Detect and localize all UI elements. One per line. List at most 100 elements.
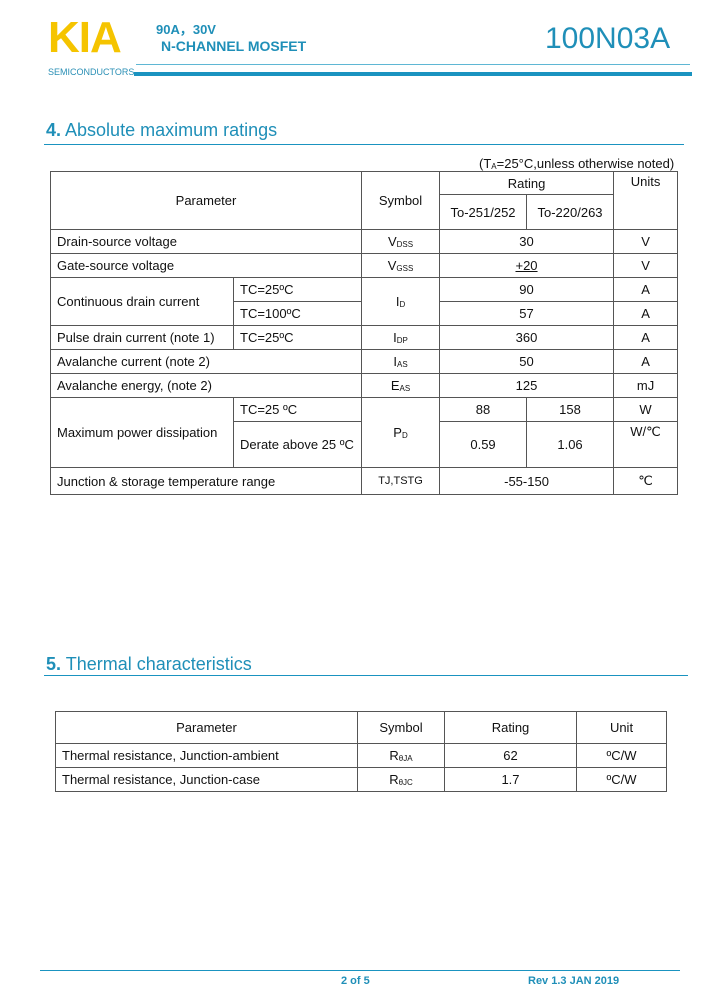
table-row: Derate above 25 ºC 0.59 1.06 W/℃ xyxy=(51,421,679,468)
table-cell: Avalanche current (note 2) xyxy=(49,349,363,374)
text: E xyxy=(390,378,400,393)
table-cell: A xyxy=(613,349,679,374)
subscript: DP xyxy=(396,336,408,345)
table-cell: Derate above 25 ºC xyxy=(232,421,363,468)
table-cell: V xyxy=(613,229,679,254)
table-row: Avalanche energy, (note 2) EAS 125 mJ xyxy=(49,373,679,398)
revision: Rev 1.3 JAN 2019 xyxy=(528,975,620,987)
section-divider xyxy=(44,675,688,676)
page-number: 2 of 5 xyxy=(341,975,370,987)
section-divider xyxy=(44,144,684,145)
kia-logo: KIA xyxy=(48,13,122,62)
table-cell: VGSS xyxy=(361,253,441,278)
text: V xyxy=(387,234,397,249)
text: =25°C,unless otherwise noted) xyxy=(496,156,675,171)
table-cell: mJ xyxy=(613,373,679,398)
table-cell: Symbol xyxy=(361,171,441,230)
table-cell: TC=25ºC xyxy=(232,277,363,302)
table-header-row: Parameter Symbol Rating Unit xyxy=(55,711,667,744)
table-cell: 1.06 xyxy=(526,421,615,468)
spec-rating: 90A，30V xyxy=(156,22,216,37)
table-row: Thermal resistance, Junction-ambient RθJA… xyxy=(55,743,667,768)
subscript: AS xyxy=(399,384,411,393)
text: I xyxy=(393,330,397,345)
table-cell: Units xyxy=(613,171,679,230)
section-title: Absolute maximum ratings xyxy=(65,120,278,140)
table-row: Drain-source voltage VDSS 30 V xyxy=(49,229,679,254)
text: 5. xyxy=(46,654,62,674)
table-cell: 125 xyxy=(439,373,615,398)
table-cell: W xyxy=(613,397,679,422)
table-row: Junction & storage temperature range TJ,T… xyxy=(49,467,679,495)
part-number: 100N03A xyxy=(545,22,671,55)
text: R xyxy=(389,772,399,787)
absolute-max-ratings-table: Parameter Symbol Rating Units To-251/252 To-… xyxy=(49,171,679,495)
table-cell: Parameter xyxy=(55,711,358,744)
table-cell: 1.7 xyxy=(444,767,577,792)
text: Thermal characteristics xyxy=(65,654,252,674)
text: Parameter Symbol Rating Units To-251/252 To-… xyxy=(49,171,679,495)
table-cell: RθJC xyxy=(357,767,445,792)
table-cell: 0.59 xyxy=(439,421,528,468)
table-cell: V xyxy=(613,253,679,278)
table-cell: Continuous drain current xyxy=(50,277,234,326)
table-cell: TC=100ºC xyxy=(232,301,363,326)
header-divider-thin xyxy=(136,64,690,65)
table-cell: Maximum power dissipation xyxy=(50,397,234,468)
table-cell: VDSS xyxy=(361,229,441,254)
text: To-251/252 To-220/263 xyxy=(51,194,678,230)
subscript: D xyxy=(399,300,406,309)
thermal-characteristics-table: Parameter Symbol Rating Unit Thermal resist… xyxy=(55,711,667,792)
table-cell: Pulse drain current (note 1) xyxy=(50,325,234,350)
table-cell: TC=25 ºC xyxy=(232,397,363,422)
subscript: AS xyxy=(396,360,408,369)
table-cell: Thermal resistance, Junction-ambient xyxy=(55,743,358,768)
table-cell: Avalanche energy, (note 2) xyxy=(49,373,363,398)
text: I xyxy=(393,354,397,369)
table-cell: Drain-source voltage xyxy=(49,229,363,254)
text: P xyxy=(393,425,402,440)
table-cell: RθJA xyxy=(357,743,445,768)
table-cell: IAS xyxy=(361,349,441,374)
footer-divider xyxy=(40,970,680,971)
subscript: GSS xyxy=(396,264,414,273)
subscript: D xyxy=(401,431,408,440)
table-cell: 360 xyxy=(439,325,615,350)
table-cell: PD xyxy=(361,397,441,468)
table-cell: Symbol xyxy=(357,711,445,744)
text: R xyxy=(389,748,399,763)
table-cell: Parameter xyxy=(49,171,363,230)
text: V xyxy=(387,258,397,273)
table-cell: ID xyxy=(361,277,441,326)
device-type: N-CHANNEL MOSFET xyxy=(161,38,307,54)
table-cell: 88 xyxy=(439,397,528,422)
subscript: θJC xyxy=(398,778,413,787)
table-cell: IDP xyxy=(361,325,441,350)
table-header-row: Parameter Symbol Rating Units xyxy=(49,171,679,230)
text: I xyxy=(395,294,400,309)
conditions-note: (TA=25°C,unless otherwise noted) xyxy=(479,156,674,171)
table-cell: TC=25ºC xyxy=(232,325,363,350)
table-cell: +20 xyxy=(439,253,615,278)
table-cell: EAS xyxy=(361,373,441,398)
table-cell: To-251/252 xyxy=(439,194,528,230)
subscript: DSS xyxy=(396,240,414,249)
table-cell: 50 xyxy=(439,349,615,374)
table-cell: ºC/W xyxy=(576,743,667,768)
table-row: Avalanche current (note 2) IAS 50 A xyxy=(49,349,679,374)
subscript: A xyxy=(491,162,497,171)
table-cell: Gate-source voltage xyxy=(49,253,363,278)
subscript: θJA xyxy=(398,754,413,763)
section-number: 4. xyxy=(46,120,62,140)
table-cell: A xyxy=(613,277,679,302)
table-row: Gate-source voltage VGSS +20 V xyxy=(49,253,679,278)
table-cell: 30 xyxy=(439,229,615,254)
table-row: Maximum power dissipation TC=25 ºC PD 88 158… xyxy=(50,397,679,468)
table-row: Continuous drain current TC=25ºC ID 90 A xyxy=(50,277,679,326)
text: Parameter Symbol Rating Unit Thermal resist… xyxy=(55,711,667,792)
header-divider-thick xyxy=(134,72,692,76)
table-cell: A xyxy=(613,301,679,326)
text: (T xyxy=(479,156,492,171)
table-cell: Rating xyxy=(444,711,577,744)
